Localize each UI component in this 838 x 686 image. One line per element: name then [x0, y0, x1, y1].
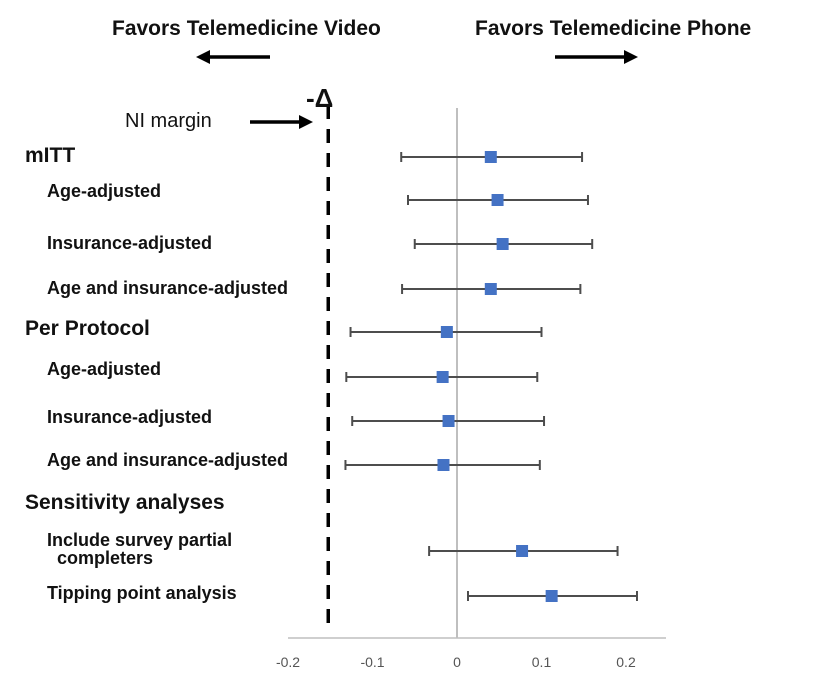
- ni-margin-label: NI margin: [125, 110, 212, 132]
- row-label: Sensitivity analyses: [25, 492, 225, 513]
- row-label: Age-adjusted: [47, 360, 161, 378]
- row-label-line: Per Protocol: [25, 317, 150, 340]
- right-arrow-head: [624, 50, 638, 64]
- point-estimate-marker: [437, 459, 450, 471]
- row-label-line: Age-adjusted: [47, 181, 162, 201]
- point-estimate-marker: [516, 545, 529, 557]
- ni-margin-arrow-head: [299, 115, 313, 129]
- row-label-line: Insurance-adjusted: [47, 233, 213, 253]
- row-label-line: Age and insurance-adjusted: [47, 278, 289, 298]
- row-label: Age-adjusted: [47, 182, 161, 200]
- point-estimate-marker: [545, 590, 558, 602]
- row-label-line: Age-adjusted: [47, 359, 162, 379]
- row-label-line: Age and insurance-adjusted: [47, 450, 289, 470]
- row-label-line: completers: [57, 548, 154, 568]
- x-tick-label: 0.2: [616, 654, 636, 670]
- x-tick-label: -0.1: [360, 654, 385, 670]
- x-tick-label: 0.1: [531, 654, 552, 670]
- point-estimate-marker: [496, 238, 509, 250]
- point-estimate-marker: [436, 371, 449, 383]
- row-label: Include survey partial completers: [47, 531, 232, 567]
- x-tick-label: -0.2: [275, 654, 301, 670]
- point-estimate-marker: [484, 283, 497, 295]
- row-label-line: Insurance-adjusted: [47, 407, 213, 427]
- favors-phone-label: Favors Telemedicine Phone: [475, 17, 752, 40]
- row-label: Tipping point analysis: [47, 584, 237, 602]
- left-arrow-head: [196, 50, 210, 64]
- row-label-line: Tipping point analysis: [47, 583, 237, 603]
- row-label: Per Protocol: [25, 318, 150, 339]
- row-label: Insurance-adjusted: [47, 408, 212, 426]
- row-label: Age and insurance-adjusted: [47, 279, 288, 297]
- x-tick-label: 0: [453, 654, 461, 670]
- row-label: Age and insurance-adjusted: [47, 451, 288, 469]
- row-label: mITT: [25, 145, 75, 166]
- favors-video-label: Favors Telemedicine Video: [112, 17, 381, 40]
- point-estimate-marker: [440, 326, 453, 338]
- point-estimate-marker: [442, 415, 455, 427]
- delta-label: -Δ: [306, 83, 334, 113]
- row-label-line: Sensitivity analyses: [25, 491, 225, 514]
- row-label-line: mITT: [25, 144, 76, 167]
- point-estimate-marker: [484, 151, 497, 163]
- row-label-line: Include survey partial: [47, 530, 233, 550]
- row-label: Insurance-adjusted: [47, 234, 212, 252]
- point-estimate-marker: [491, 194, 504, 206]
